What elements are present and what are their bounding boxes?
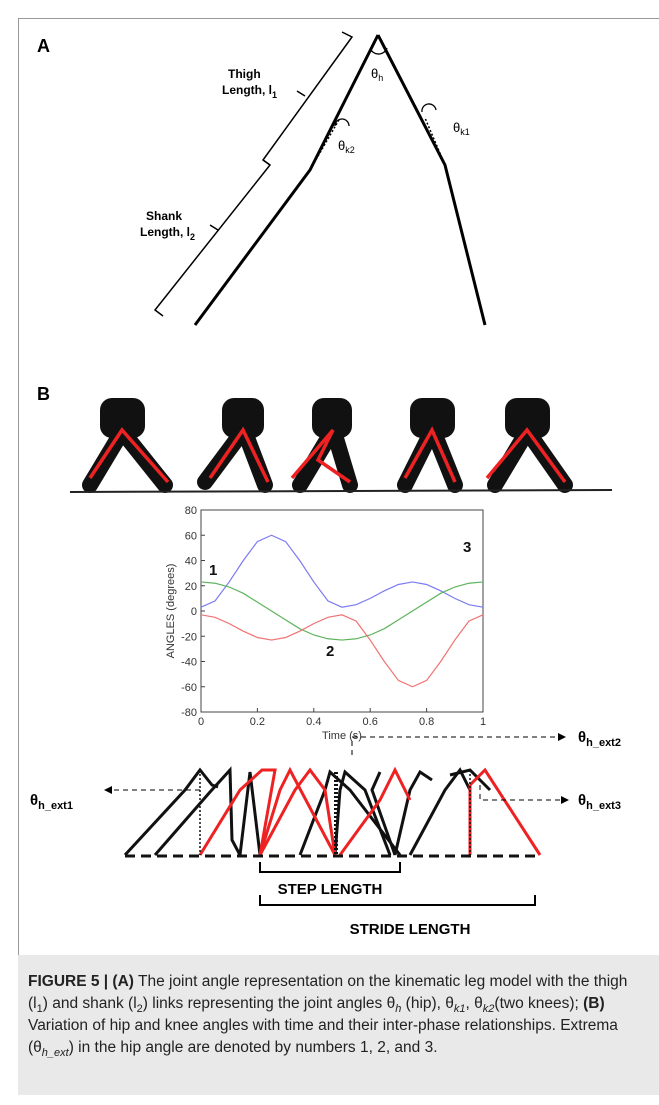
x-tick-label: 1 xyxy=(480,716,486,728)
theta-ext-label: θh_ext2 xyxy=(578,729,621,749)
caption-text: ) in the hip angle are denoted by number… xyxy=(69,1039,438,1056)
panel-label: A xyxy=(37,36,50,56)
walking-silhouettes xyxy=(70,398,612,492)
plot-area xyxy=(201,510,483,712)
caption-text: ) and shank (l xyxy=(43,995,137,1012)
y-tick-label: 0 xyxy=(191,606,197,618)
y-tick-label: -20 xyxy=(181,631,197,643)
caption-text: k1 xyxy=(454,1003,466,1015)
theta-ext-label: θh_ext1 xyxy=(30,792,73,812)
angle-chart: -80 -60 -40 -20 0 20 40 60 80 0 0.2 0.4 0.6 0.8 1 Time … xyxy=(165,505,486,742)
y-tick-label: 80 xyxy=(185,505,197,517)
panel-label: B xyxy=(37,384,50,404)
step-length: STEP LENGTH xyxy=(278,881,383,898)
figure-caption: FIGURE 5 | (A) The joint angle represent… xyxy=(18,955,659,1095)
y-tick-label: 20 xyxy=(185,581,197,593)
y-axis-label: ANGLES (degrees) xyxy=(165,564,177,659)
theta-label: θk2 xyxy=(338,138,355,155)
y-tick-label: 60 xyxy=(185,530,197,542)
caption-text: , θ xyxy=(466,995,483,1012)
theta-label: θh xyxy=(371,66,383,83)
caption-text: (two knees); xyxy=(494,995,583,1012)
x-tick-label: 0.2 xyxy=(250,716,265,728)
annotation: 3 xyxy=(463,539,471,556)
annotation: 2 xyxy=(326,643,334,660)
caption-text: ) links representing the joint angles θ xyxy=(143,995,395,1012)
theta-label: θk1 xyxy=(453,120,470,137)
x-tick-label: 0.6 xyxy=(363,716,378,728)
y-tick-label: -60 xyxy=(181,682,197,694)
annotation: 1 xyxy=(209,562,217,579)
caption-text: FIGURE 5 | (A) xyxy=(28,973,134,990)
stride-length: STRIDE LENGTH xyxy=(350,921,471,938)
caption-text: h_ext xyxy=(42,1047,69,1059)
caption-text: (B) xyxy=(583,995,605,1012)
y-tick-label: -40 xyxy=(181,657,197,669)
caption-text: k2 xyxy=(483,1003,495,1015)
y-tick-label: -80 xyxy=(181,707,197,719)
y-tick-label: 40 xyxy=(185,556,197,568)
x-tick-label: 0 xyxy=(198,716,204,728)
x-axis-label: Time (s) xyxy=(322,730,362,742)
x-tick-label: 0.8 xyxy=(419,716,434,728)
gait-sticks xyxy=(125,770,540,856)
theta-ext-label: θh_ext3 xyxy=(578,792,621,812)
x-tick-label: 0.4 xyxy=(306,716,321,728)
caption-text: (hip), θ xyxy=(401,995,454,1012)
figure-page: A ThighLength, l1 ShankLength, l2 θh θk1… xyxy=(0,0,659,1105)
